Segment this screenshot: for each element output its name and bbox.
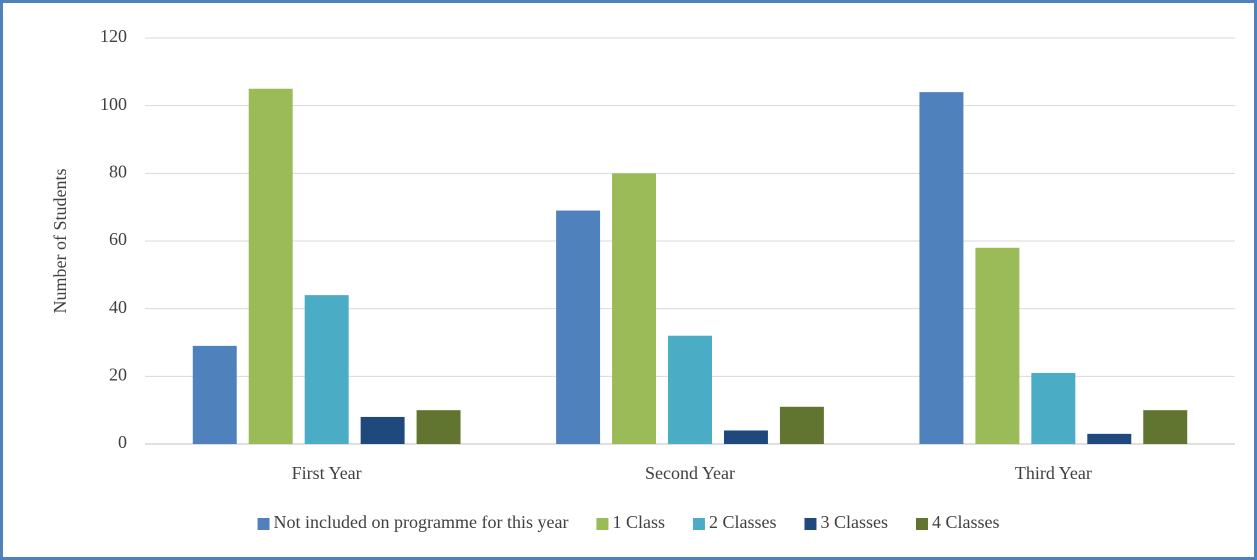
bar — [304, 295, 349, 444]
y-tick-label: 120 — [100, 26, 127, 46]
bar — [612, 173, 657, 445]
y-axis-title: Number of Students — [50, 169, 70, 314]
legend-label: 1 Class — [612, 512, 665, 532]
legend-label: 3 Classes — [820, 512, 888, 532]
legend-label: 2 Classes — [709, 512, 777, 532]
bar — [919, 92, 964, 444]
legend-label: 4 Classes — [932, 512, 1000, 532]
bar — [1143, 410, 1188, 444]
bar — [779, 406, 824, 444]
bar — [416, 410, 461, 444]
legend-swatch — [915, 518, 928, 530]
legend-label: Not included on programme for this year — [274, 512, 569, 532]
y-tick-label: 80 — [109, 161, 127, 181]
y-tick-label: 100 — [100, 94, 127, 114]
bar — [192, 345, 237, 444]
bar — [668, 335, 712, 444]
bar — [1087, 433, 1132, 444]
x-tick-label: First Year — [292, 463, 362, 483]
bar — [975, 247, 1020, 444]
x-tick-label: Second Year — [645, 463, 735, 483]
bar — [723, 430, 768, 444]
legend-swatch — [257, 518, 270, 530]
bar — [1031, 372, 1076, 444]
legend-swatch — [692, 518, 705, 530]
bar — [556, 210, 601, 444]
y-tick-label: 0 — [118, 432, 127, 452]
x-tick-label: Third Year — [1015, 463, 1092, 483]
legend-swatch — [804, 518, 817, 530]
bar — [248, 88, 293, 444]
y-tick-label: 20 — [109, 364, 127, 384]
y-tick-label: 40 — [109, 297, 127, 317]
legend-swatch — [596, 518, 609, 530]
y-tick-label: 60 — [109, 229, 127, 249]
bar — [360, 416, 405, 444]
